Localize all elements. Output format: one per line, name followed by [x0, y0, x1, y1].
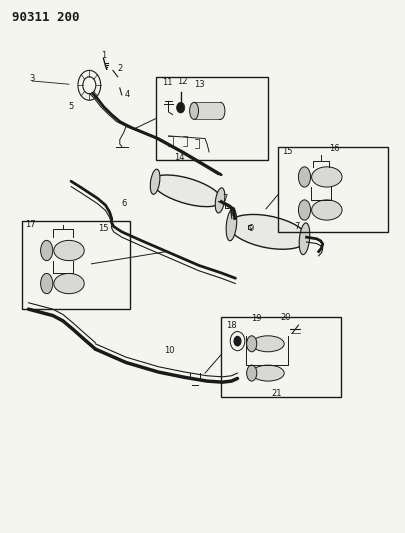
Text: 4: 4: [125, 91, 130, 99]
Text: 20: 20: [279, 313, 290, 321]
Text: 9: 9: [248, 224, 253, 232]
Ellipse shape: [311, 200, 341, 220]
Text: 15: 15: [98, 224, 109, 232]
Bar: [156, 77, 267, 160]
Text: 21: 21: [271, 389, 281, 398]
Ellipse shape: [40, 240, 53, 261]
Ellipse shape: [53, 240, 84, 261]
Ellipse shape: [151, 175, 221, 207]
Text: 10: 10: [164, 346, 175, 355]
Text: 16: 16: [328, 144, 339, 152]
Text: 18: 18: [226, 321, 236, 329]
Ellipse shape: [150, 169, 160, 195]
Text: 2: 2: [117, 64, 123, 72]
Ellipse shape: [251, 365, 284, 381]
Text: 11: 11: [162, 78, 173, 87]
Text: 1: 1: [100, 52, 106, 60]
Ellipse shape: [189, 102, 198, 119]
Text: 7: 7: [222, 194, 227, 203]
Ellipse shape: [311, 167, 341, 187]
Ellipse shape: [226, 209, 236, 241]
Circle shape: [233, 336, 241, 346]
Ellipse shape: [246, 365, 256, 381]
Text: 12: 12: [176, 77, 187, 85]
Ellipse shape: [298, 200, 310, 220]
Text: 3: 3: [29, 75, 34, 83]
Text: 7: 7: [294, 222, 299, 231]
Text: 17: 17: [25, 221, 36, 229]
Ellipse shape: [298, 223, 309, 255]
Bar: [22, 221, 130, 309]
Bar: [194, 102, 220, 119]
Text: 19: 19: [250, 314, 261, 323]
Text: 90311 200: 90311 200: [12, 11, 79, 25]
Ellipse shape: [228, 214, 307, 249]
Bar: [221, 317, 340, 397]
Circle shape: [176, 102, 184, 113]
Text: 13: 13: [194, 80, 204, 88]
Text: 14: 14: [173, 153, 184, 161]
Ellipse shape: [215, 102, 224, 119]
Ellipse shape: [40, 273, 53, 294]
Text: 8: 8: [230, 209, 235, 217]
Ellipse shape: [246, 336, 256, 352]
Ellipse shape: [53, 273, 84, 294]
Bar: [277, 147, 387, 232]
Ellipse shape: [215, 188, 224, 213]
Ellipse shape: [298, 167, 310, 187]
Text: 6: 6: [121, 199, 126, 208]
Text: 5: 5: [68, 102, 73, 111]
Ellipse shape: [251, 336, 284, 352]
Text: 15: 15: [282, 148, 292, 156]
